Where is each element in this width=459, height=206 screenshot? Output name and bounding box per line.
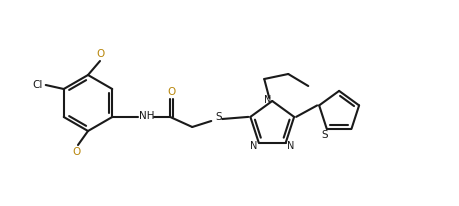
Text: O: O (167, 87, 175, 97)
Text: S: S (214, 112, 221, 122)
Text: O: O (97, 49, 105, 59)
Text: N: N (263, 95, 270, 105)
Text: O: O (73, 147, 81, 157)
Text: N: N (250, 141, 257, 151)
Text: N: N (286, 141, 294, 151)
Text: NH: NH (139, 111, 155, 121)
Text: S: S (321, 130, 327, 140)
Text: Cl: Cl (33, 80, 43, 90)
